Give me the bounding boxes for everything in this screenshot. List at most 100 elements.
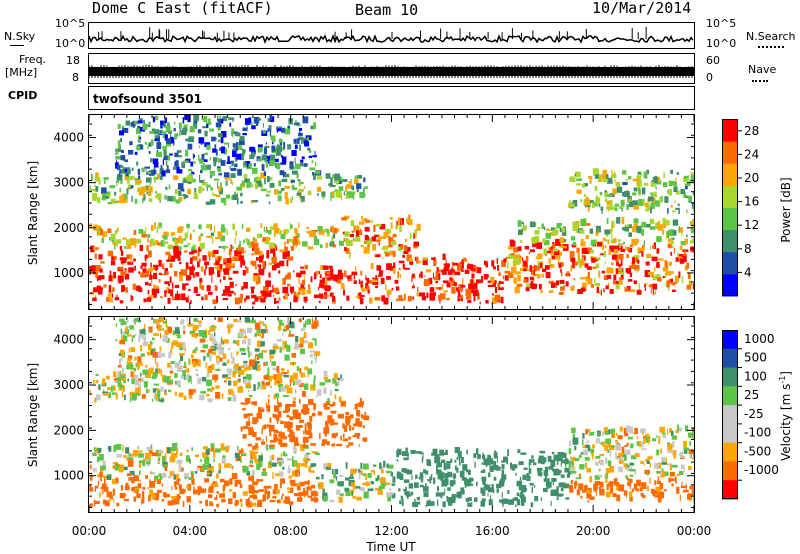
range-cell (329, 415, 333, 419)
range-cell (487, 280, 491, 283)
range-cell (330, 403, 333, 407)
range-cell (199, 501, 203, 504)
freq-label-line1: Freq. (19, 53, 47, 66)
range-cell (131, 375, 136, 378)
range-cell (183, 238, 186, 241)
range-cell (623, 241, 625, 245)
range-cell (193, 318, 198, 322)
range-cell (284, 499, 291, 504)
range-cell (128, 185, 134, 189)
range-cell (223, 142, 229, 145)
range-cell (184, 115, 189, 120)
range-cell (362, 190, 364, 196)
range-cell (680, 241, 685, 246)
range-cell (232, 390, 235, 395)
range-cell (299, 419, 305, 423)
range-cell (305, 320, 307, 326)
range-cell (665, 219, 668, 226)
range-cell (570, 480, 573, 485)
range-cell (487, 284, 494, 287)
range-cell (650, 207, 652, 214)
range-cell (316, 176, 323, 180)
range-cell (447, 471, 453, 478)
range-cell (212, 341, 218, 345)
range-cell (654, 191, 657, 195)
range-cell (540, 262, 544, 267)
range-cell (669, 229, 675, 235)
range-cell (164, 281, 170, 285)
range-cell (228, 275, 230, 280)
range-cell (269, 115, 273, 120)
range-cell (105, 191, 111, 195)
range-cell (209, 485, 214, 490)
range-cell (279, 347, 282, 353)
range-cell (166, 259, 173, 262)
range-cell (238, 320, 242, 323)
range-cell (248, 497, 250, 503)
range-cell (300, 162, 303, 167)
range-cell (310, 497, 317, 502)
range-cell (691, 488, 694, 495)
range-cell (188, 389, 194, 395)
range-cell (626, 247, 631, 251)
range-cell (280, 452, 282, 458)
range-cell (156, 227, 158, 234)
range-cell (125, 326, 128, 332)
range-cell (214, 178, 220, 181)
range-cell (254, 274, 260, 282)
range-cell (257, 500, 263, 506)
range-cell (176, 290, 178, 298)
range-cell (629, 474, 634, 477)
range-cell (664, 196, 669, 203)
range-cell (296, 366, 300, 372)
range-cell (282, 253, 287, 259)
range-cell (256, 463, 260, 471)
range-cell (594, 186, 598, 191)
range-cell (115, 444, 122, 450)
range-cell (256, 340, 262, 348)
range-cell (689, 221, 694, 226)
range-cell (340, 193, 343, 201)
range-cell (151, 242, 156, 246)
range-cell (624, 191, 630, 197)
range-cell (102, 454, 105, 459)
range-cell (155, 388, 160, 391)
range-cell (459, 461, 461, 466)
range-cell (282, 344, 285, 351)
range-cell (250, 487, 255, 494)
range-cell (179, 275, 183, 282)
range-cell (158, 259, 162, 267)
range-cell (438, 294, 442, 301)
range-cell (182, 128, 184, 135)
range-cell (123, 169, 127, 173)
range-cell (609, 289, 614, 294)
range-cell (647, 456, 653, 460)
range-cell (246, 365, 252, 371)
range-cell (283, 374, 289, 378)
range-cell (183, 195, 186, 200)
range-cell (223, 276, 226, 280)
range-cell (656, 449, 660, 456)
range-cell (184, 476, 187, 480)
range-cell (224, 480, 230, 487)
range-cell (192, 244, 197, 250)
range-cell (387, 496, 391, 502)
range-cell (298, 278, 300, 285)
range-cell (258, 489, 264, 492)
range-cell (133, 474, 136, 481)
range-cell (487, 487, 494, 493)
range-cell (269, 182, 275, 188)
range-cell (209, 383, 212, 387)
range-cell (363, 218, 368, 222)
range-cell (159, 168, 164, 175)
range-cell (642, 495, 646, 499)
range-cell (616, 254, 618, 260)
velocity-colorbar-segment (722, 330, 738, 350)
range-cell (547, 455, 552, 462)
range-cell (267, 128, 270, 132)
range-cell (472, 289, 479, 296)
range-cell (174, 327, 180, 334)
range-cell (523, 268, 527, 272)
range-cell (280, 443, 285, 448)
range-cell (180, 320, 184, 325)
